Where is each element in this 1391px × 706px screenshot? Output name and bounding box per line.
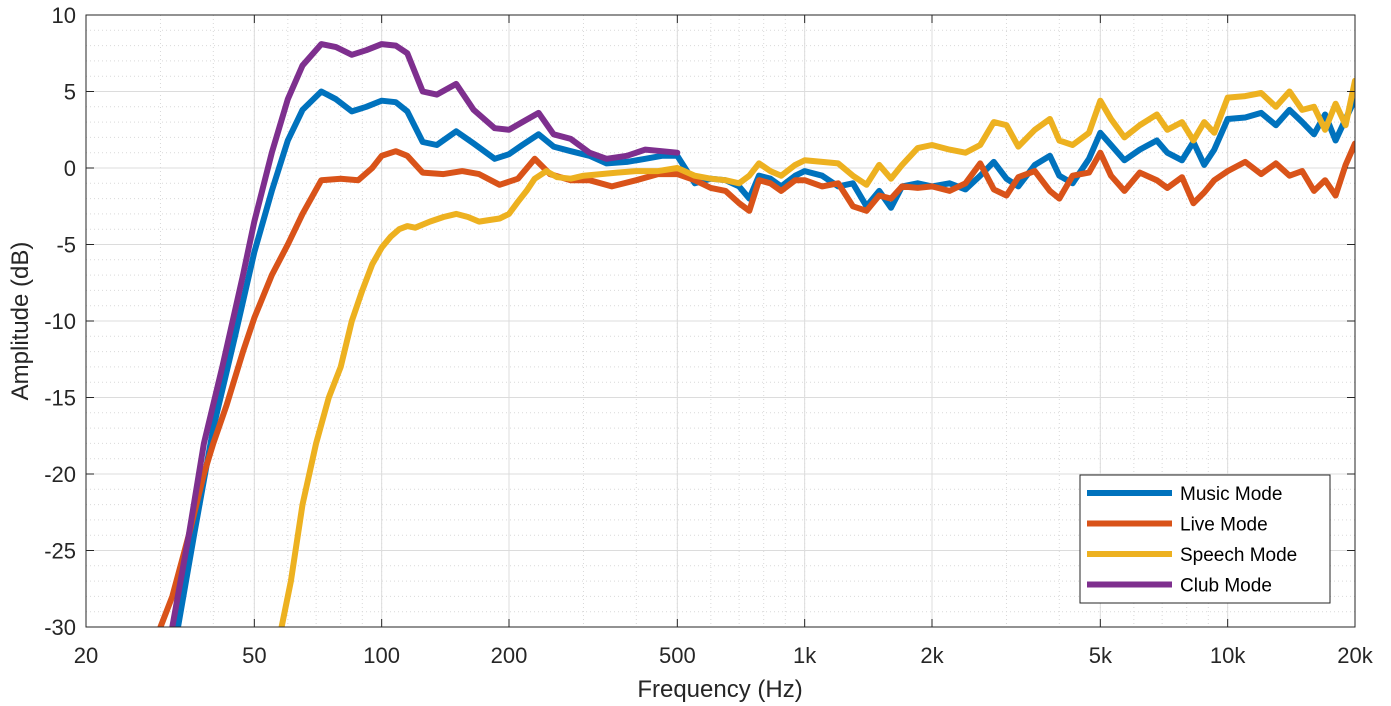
y-tick-label: -25 [44,539,76,564]
y-tick-label: 5 [64,80,76,105]
x-tick-label: 200 [491,643,528,668]
series-line-1 [175,88,1355,627]
y-tick-labels: 10 5 0 -5 -10 -15 -20 -25 -30 [44,3,76,640]
legend-label: Speech Mode [1180,545,1297,566]
y-tick-label: -10 [44,309,76,334]
x-tick-label: 100 [363,643,400,668]
x-tick-label: 2k [920,643,944,668]
series-line-2 [157,140,1355,627]
tick-marks [85,14,1356,628]
x-axis-label: Frequency (Hz) [637,676,802,703]
legend-label: Live Mode [1180,515,1268,536]
x-tick-label: 20k [1337,643,1373,668]
y-tick-label: -15 [44,386,76,411]
y-tick-label: -30 [44,615,76,640]
x-tick-label: 10k [1210,643,1246,668]
y-tick-label: 0 [64,156,76,181]
legend: Music Mode Live Mode Speech Mode Club Mode [1079,474,1331,604]
y-axis-label: Amplitude (dB) [7,242,34,401]
x-tick-labels: 20 50 100 200 500 1k 2k 5k 10k 20k [74,643,1374,668]
x-tick-label: 50 [242,643,266,668]
series-layer [157,41,1355,627]
x-tick-label: 5k [1089,643,1113,668]
x-tick-label: 500 [659,643,696,668]
legend-label: Music Mode [1180,484,1282,505]
x-tick-label: 1k [793,643,817,668]
x-tick-label: 20 [74,643,98,668]
series-line-4 [169,41,681,627]
series-line-3 [278,77,1355,627]
y-tick-label: -5 [56,233,76,258]
legend-label: Club Mode [1180,576,1272,597]
y-tick-label: -20 [44,462,76,487]
y-tick-label: 10 [52,3,76,28]
